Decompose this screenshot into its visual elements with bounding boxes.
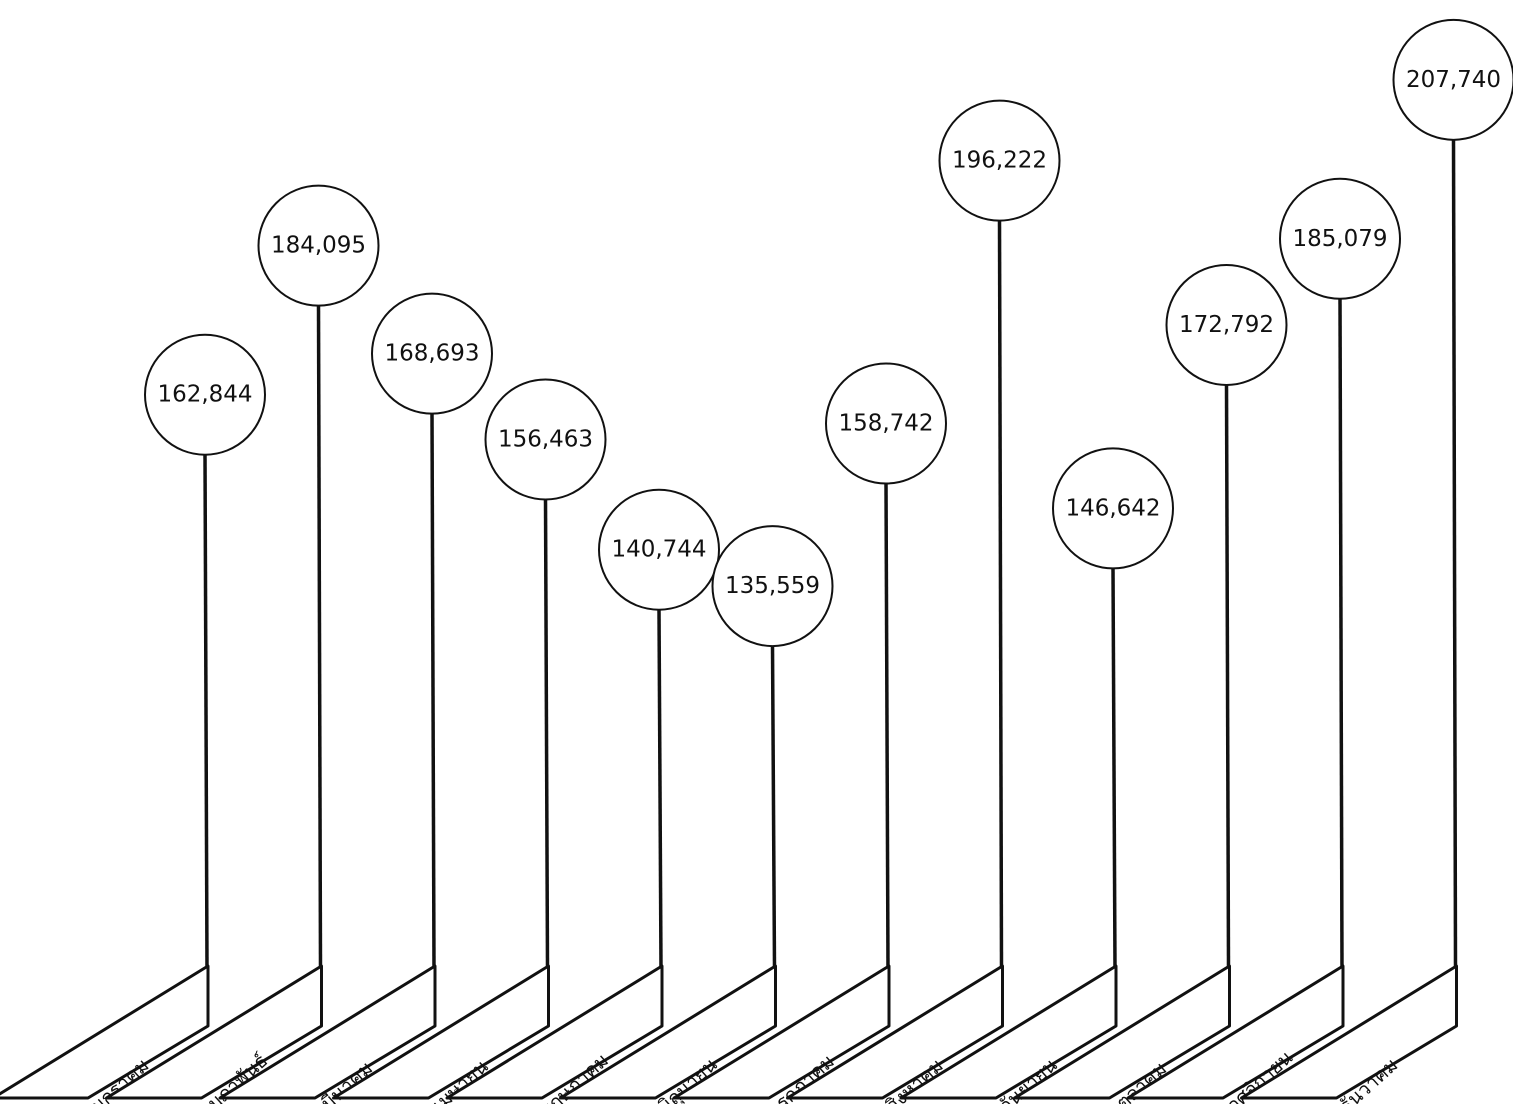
flag-month-3 — [218, 964, 437, 1100]
flag-month-2 — [105, 964, 323, 1100]
value-label-month-2: 184,095 — [271, 233, 366, 259]
stem-month-7 — [884, 483, 890, 969]
flag-month-7 — [672, 964, 891, 1100]
bubble-month-1 — [144, 333, 266, 456]
stem-month-4 — [543, 499, 550, 969]
value-label-month-12: 207,740 — [1406, 67, 1501, 93]
value-label-month-11: 185,079 — [1292, 226, 1387, 252]
stem-month-3 — [430, 413, 436, 969]
value-label-month-1: 162,844 — [157, 382, 252, 408]
stem-month-6 — [770, 646, 777, 969]
flag-month-12 — [1240, 964, 1458, 1100]
flag-month-10 — [1013, 964, 1231, 1100]
value-label-month-7: 158,742 — [838, 410, 933, 436]
flag-month-5 — [445, 964, 664, 1100]
value-label-month-4: 156,463 — [498, 426, 593, 452]
value-label-month-10: 172,792 — [1179, 312, 1274, 338]
value-label-month-8: 196,222 — [952, 148, 1047, 174]
bubble-month-4 — [484, 378, 607, 501]
bubble-month-9 — [1052, 447, 1174, 570]
stem-month-8 — [997, 220, 1004, 969]
value-label-month-5: 140,744 — [611, 537, 706, 563]
bubble-month-8 — [938, 99, 1061, 222]
value-label-month-6: 135,559 — [725, 573, 820, 599]
value-label-month-9: 146,642 — [1065, 495, 1160, 521]
stem-month-2 — [316, 305, 323, 969]
stems-layer — [203, 139, 1458, 969]
flag-month-9 — [899, 964, 1118, 1100]
bubble-month-5 — [598, 488, 720, 611]
stem-month-12 — [1451, 139, 1458, 969]
stem-month-5 — [657, 609, 663, 969]
flag-month-4 — [332, 964, 550, 1100]
bubble-month-12 — [1392, 18, 1513, 141]
flag-month-8 — [786, 964, 1004, 1100]
flag-month-1 — [0, 964, 210, 1100]
stem-month-1 — [203, 454, 209, 969]
bubble-month-10 — [1165, 263, 1288, 386]
category-flags-layer: มกราคม กุมภาพันธ์ มีนาคม เมษายน พฤษภาคม มิถุน… — [0, 964, 1458, 1104]
stem-month-11 — [1338, 298, 1344, 969]
bubble-month-3 — [371, 292, 493, 415]
flag-month-6 — [559, 964, 777, 1100]
stem-month-10 — [1224, 384, 1231, 969]
bubble-month-11 — [1279, 177, 1401, 300]
bubble-month-6 — [711, 525, 834, 648]
stem-month-9 — [1111, 568, 1117, 969]
value-bubbles-layer: 162,844 184,095 168,693 156,463 140,744 135,5… — [144, 18, 1513, 648]
value-label-month-3: 168,693 — [384, 341, 479, 367]
bubble-month-2 — [257, 184, 380, 307]
flag-month-11 — [1126, 964, 1345, 1100]
bubble-month-7 — [825, 362, 947, 485]
